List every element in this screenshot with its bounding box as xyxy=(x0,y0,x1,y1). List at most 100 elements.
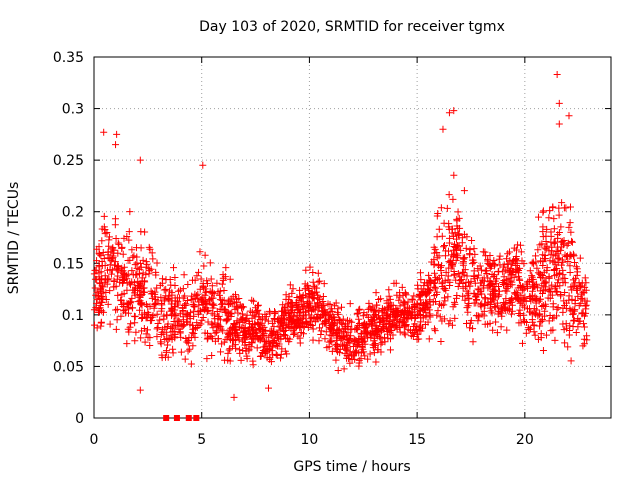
data-point xyxy=(451,314,459,322)
data-point xyxy=(208,282,216,290)
data-point xyxy=(494,268,502,276)
data-point xyxy=(343,354,351,362)
data-point xyxy=(506,281,514,289)
data-point xyxy=(225,331,233,339)
data-point xyxy=(113,305,121,313)
data-point xyxy=(503,255,511,263)
data-point xyxy=(545,214,553,222)
data-point xyxy=(363,311,371,319)
data-point xyxy=(368,303,376,311)
data-point xyxy=(153,284,161,292)
data-point xyxy=(532,252,540,260)
data-point xyxy=(309,294,317,302)
data-point xyxy=(547,327,555,335)
data-point xyxy=(423,279,431,287)
data-point xyxy=(355,306,363,314)
data-point xyxy=(343,335,351,343)
data-point xyxy=(112,265,120,273)
data-point xyxy=(474,274,482,282)
data-point xyxy=(317,327,325,335)
data-point xyxy=(538,317,546,325)
data-point xyxy=(106,287,114,295)
data-point xyxy=(361,337,369,345)
data-point xyxy=(208,351,216,359)
data-point xyxy=(550,314,558,322)
data-point xyxy=(153,310,161,318)
data-point xyxy=(134,277,142,285)
data-point xyxy=(342,320,350,328)
data-point xyxy=(267,340,275,348)
data-point xyxy=(253,333,261,341)
data-point xyxy=(196,248,204,256)
data-point xyxy=(294,321,302,329)
data-point xyxy=(470,245,478,253)
data-point xyxy=(387,322,395,330)
data-point xyxy=(315,337,323,345)
data-point xyxy=(161,336,169,344)
data-point xyxy=(93,296,101,304)
data-point xyxy=(456,277,464,285)
data-point xyxy=(434,261,442,269)
data-point xyxy=(505,297,513,305)
data-point xyxy=(554,247,562,255)
data-point xyxy=(566,219,574,227)
data-point xyxy=(514,294,522,302)
x-tick-label: 20 xyxy=(516,432,534,448)
data-point xyxy=(194,310,202,318)
data-point xyxy=(170,264,178,272)
data-point xyxy=(199,161,207,169)
data-point xyxy=(141,228,149,236)
data-point xyxy=(401,299,409,307)
data-point xyxy=(262,326,270,334)
data-point xyxy=(338,303,346,311)
data-point xyxy=(191,295,199,303)
data-point xyxy=(265,333,273,341)
data-point xyxy=(176,329,184,337)
data-point xyxy=(505,248,513,256)
data-point xyxy=(515,267,523,275)
data-point xyxy=(393,325,401,333)
data-point xyxy=(320,280,328,288)
data-point xyxy=(124,305,132,313)
data-point xyxy=(440,301,448,309)
data-point xyxy=(417,276,425,284)
data-point xyxy=(100,308,108,316)
data-point xyxy=(542,331,550,339)
data-point xyxy=(107,270,115,278)
data-point xyxy=(160,312,168,320)
data-point xyxy=(106,320,114,328)
data-point xyxy=(549,326,557,334)
data-point xyxy=(316,296,324,304)
data-point xyxy=(435,225,443,233)
data-point xyxy=(396,316,404,324)
data-point xyxy=(299,330,307,338)
data-point xyxy=(440,285,448,293)
data-point xyxy=(539,208,547,216)
data-point xyxy=(538,303,546,311)
data-point xyxy=(277,335,285,343)
data-point xyxy=(426,286,434,294)
data-point xyxy=(256,336,264,344)
data-point xyxy=(566,268,574,276)
data-point xyxy=(560,297,568,305)
data-point xyxy=(196,285,204,293)
data-point xyxy=(123,279,131,287)
data-point xyxy=(162,285,170,293)
data-point xyxy=(518,257,526,265)
data-point xyxy=(332,356,340,364)
data-point xyxy=(534,246,542,254)
data-point xyxy=(566,262,574,270)
data-point xyxy=(499,263,507,271)
data-point xyxy=(526,267,534,275)
data-point xyxy=(561,289,569,297)
data-point xyxy=(524,324,532,332)
data-point xyxy=(137,334,145,342)
data-point xyxy=(469,338,477,346)
data-point xyxy=(274,342,282,350)
data-point xyxy=(158,354,166,362)
data-point xyxy=(571,296,579,304)
data-point xyxy=(117,296,125,304)
data-point xyxy=(346,348,354,356)
data-point xyxy=(402,291,410,299)
